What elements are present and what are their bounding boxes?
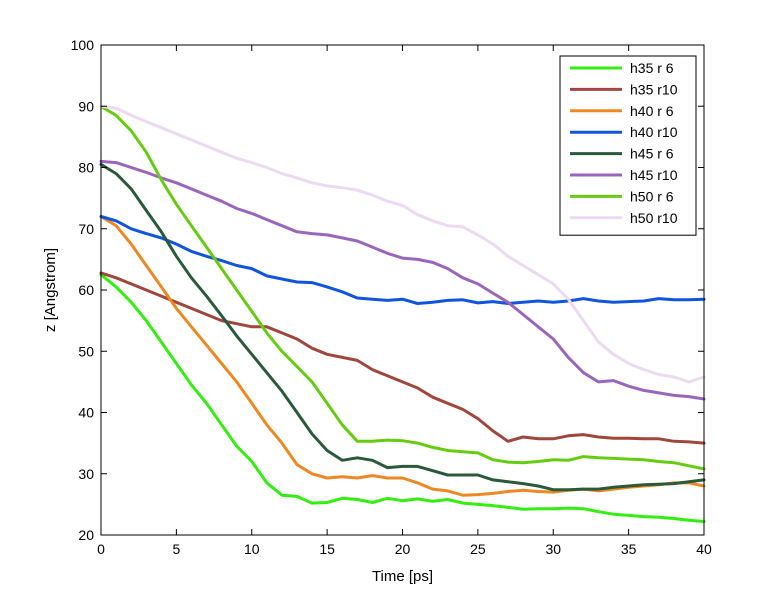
series-line-h50-r-6	[99, 104, 706, 471]
x-tick-label: 10	[244, 541, 260, 557]
y-tick-label: 90	[78, 98, 94, 114]
series-layer	[99, 104, 706, 523]
y-tick-label: 50	[78, 343, 94, 359]
series-line-h45-r10	[99, 159, 706, 401]
series-line-h45-r-6	[99, 162, 706, 492]
series-line-h35-r-6	[99, 273, 706, 523]
legend-label-h45-r-6: h45 r 6	[630, 146, 674, 162]
y-tick-label: 60	[78, 282, 94, 298]
x-tick-label: 30	[545, 541, 561, 557]
x-tick-label: 35	[621, 541, 637, 557]
series-line-h40-r10	[99, 215, 706, 305]
x-tick-label: 20	[395, 541, 411, 557]
series-line-h50-r10	[99, 104, 706, 384]
y-tick-label: 20	[78, 527, 94, 543]
x-tick-label: 0	[97, 541, 105, 557]
y-axis-title: z [Angstrom]	[42, 248, 59, 332]
tick-layer: 0 5 10 15 20 25 30 35 40 20 30 40 50 60 70 80 90 100	[71, 37, 712, 557]
y-tick-label: 40	[78, 405, 94, 421]
x-tick-label: 25	[470, 541, 486, 557]
y-tick-label: 80	[78, 160, 94, 176]
series-line-h40-r-6	[99, 215, 706, 497]
y-tick-label: 100	[71, 37, 95, 53]
x-tick-label: 40	[696, 541, 712, 557]
x-tick-label: 15	[319, 541, 335, 557]
legend-label-h35-r10: h35 r10	[630, 81, 678, 97]
legend-label-h50-r-6: h50 r 6	[630, 188, 674, 204]
y-tick-label: 30	[78, 466, 94, 482]
series-line-h35-r10	[99, 271, 706, 445]
legend-label-h45-r10: h45 r10	[630, 167, 678, 183]
legend-label-h50-r10: h50 r10	[630, 210, 678, 226]
y-tick-label: 70	[78, 221, 94, 237]
legend-label-h40-r10: h40 r10	[630, 124, 678, 140]
legend-label-h35-r-6: h35 r 6	[630, 60, 674, 76]
x-axis-title: Time [ps]	[372, 568, 433, 585]
legend-label-h40-r-6: h40 r 6	[630, 103, 674, 119]
legend-box	[559, 55, 697, 236]
x-tick-label: 5	[172, 541, 180, 557]
legend: h35 r 6 h35 r10 h40 r 6 h40 r10 h45 r 6 h45 r…	[559, 55, 697, 236]
